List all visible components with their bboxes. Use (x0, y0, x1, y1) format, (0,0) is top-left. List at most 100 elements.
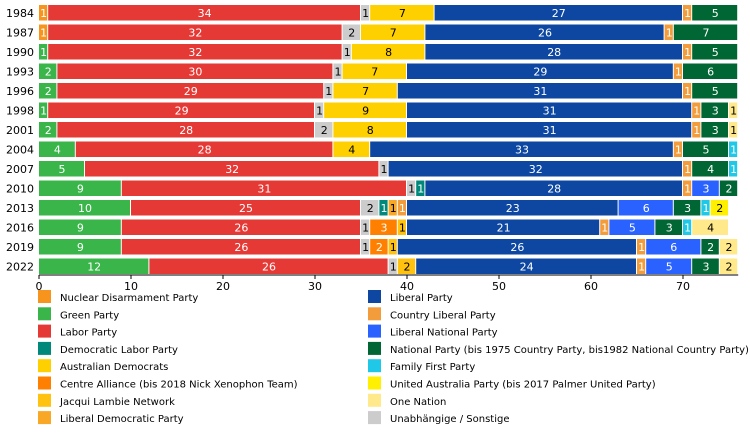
bar-segment-green-party (39, 161, 84, 177)
data-label: 31 (533, 85, 547, 98)
data-label: 5 (629, 221, 636, 234)
data-label: 8 (385, 46, 392, 59)
data-label: 4 (54, 143, 61, 156)
bar-segment-liberal-national-party (692, 180, 719, 196)
year-label: 2010 (6, 182, 34, 195)
data-label: 29 (533, 65, 547, 78)
bar-segment-national-party-bis-1975-country-party-bis1982-national-country-party (683, 141, 728, 157)
bar-segment-green-party (39, 44, 48, 60)
bar-segment-family-first-party (729, 141, 738, 157)
bar-segment-jacqui-lambie-network (397, 258, 416, 274)
data-label: 6 (643, 202, 650, 215)
year-label: 2016 (6, 221, 34, 234)
data-label: 3 (381, 221, 388, 234)
data-label: 32 (188, 46, 202, 59)
bar-segment-liberal-democratic-party (388, 200, 397, 216)
data-label: 1 (684, 7, 691, 20)
legend-swatch-liberal-national-party (368, 324, 381, 338)
x-tick-label: 0 (36, 280, 43, 293)
data-label: 1 (390, 241, 397, 254)
legend-swatch-labor-party (38, 324, 51, 338)
bar-segment-labor-party (149, 258, 388, 274)
data-label: 28 (179, 124, 193, 137)
data-label: 1 (390, 202, 397, 215)
data-label: 7 (399, 7, 406, 20)
bar-segment-national-party-bis-1975-country-party-bis1982-national-country-party (692, 161, 728, 177)
data-label: 34 (198, 7, 212, 20)
bar-segment-unabh-ngige-sonstige (407, 180, 416, 196)
bar-segment-nuclear-disarmament-party (39, 24, 48, 40)
data-label: 5 (703, 143, 710, 156)
data-label: 2 (726, 182, 733, 195)
data-label: 1 (675, 65, 682, 78)
legend-label-green-party: Green Party (60, 310, 119, 321)
data-label: 25 (239, 202, 253, 215)
data-label: 9 (77, 241, 84, 254)
bar-segment-national-party-bis-1975-country-party-bis1982-national-country-party (719, 180, 738, 196)
data-label: 1 (693, 124, 700, 137)
legend-swatch-unabh-ngige-sonstige (368, 411, 381, 425)
bar-segment-labor-party (75, 141, 333, 157)
legend-swatch-centre-alliance-bis-2018-nick-xenophon-team (38, 376, 51, 390)
bar-segment-country-liberal-party (397, 200, 406, 216)
x-tick-label: 50 (492, 280, 506, 293)
bar-segment-country-liberal-party (673, 141, 682, 157)
bar-segment-labor-party (57, 83, 324, 99)
year-label: 2022 (6, 260, 34, 273)
data-label: 2 (707, 241, 714, 254)
bar-segment-family-first-party (683, 219, 692, 235)
data-label: 28 (547, 46, 561, 59)
data-label: 2 (45, 124, 52, 137)
data-label: 1 (344, 46, 351, 59)
bar-segment-australian-democrats (333, 83, 397, 99)
bar-segment-liberal-party (434, 5, 682, 21)
bar-segment-family-first-party (729, 161, 738, 177)
bar-segment-labor-party (121, 180, 407, 196)
data-label: 21 (497, 221, 511, 234)
bar-segment-centre-alliance-bis-2018-nick-xenophon-team (370, 239, 388, 255)
data-label: 2 (716, 202, 723, 215)
bar-segment-country-liberal-party (637, 258, 646, 274)
bar-segment-liberal-party (397, 239, 636, 255)
data-label: 1 (390, 260, 397, 273)
x-tick-label: 40 (400, 280, 414, 293)
bar-segment-labor-party (85, 161, 379, 177)
bar-segment-nuclear-disarmament-party (39, 5, 48, 21)
bar-segment-liberal-party (425, 180, 682, 196)
legend-label-jacqui-lambie-network: Jacqui Lambie Network (59, 397, 175, 408)
data-label: 28 (547, 182, 561, 195)
data-label: 2 (45, 65, 52, 78)
legend-label-family-first-party: Family First Party (390, 362, 475, 373)
year-label: 1984 (6, 7, 34, 20)
bar-segment-green-party (39, 63, 57, 79)
bar-segment-australian-democrats (333, 122, 406, 138)
legend-swatch-family-first-party (368, 359, 381, 373)
data-label: 32 (225, 163, 239, 176)
year-label: 2019 (6, 241, 34, 254)
data-label: 1 (638, 260, 645, 273)
year-label: 1987 (6, 26, 34, 39)
data-label: 12 (87, 260, 101, 273)
bar-segment-one-nation (719, 239, 738, 255)
bar-segment-country-liberal-party (683, 180, 692, 196)
bar-segment-unabh-ngige-sonstige (361, 219, 370, 235)
data-label: 31 (257, 182, 271, 195)
bar-segment-national-party-bis-1975-country-party-bis1982-national-country-party (692, 44, 738, 60)
bar-segment-liberal-party (425, 24, 664, 40)
data-label: 1 (316, 104, 323, 117)
data-label: 23 (506, 202, 520, 215)
data-label: 26 (262, 260, 276, 273)
legend-swatch-national-party-bis-1975-country-party-bis1982-national-country-party (368, 341, 381, 355)
bar-segment-labor-party (57, 122, 315, 138)
bar-segment-green-party (39, 239, 121, 255)
bar-segment-australian-democrats (324, 102, 406, 118)
data-label: 1 (684, 85, 691, 98)
data-label: 9 (77, 221, 84, 234)
bar-segment-australian-democrats (333, 141, 370, 157)
data-label: 1 (325, 85, 332, 98)
data-label: 2 (321, 124, 328, 137)
bar-segment-country-liberal-party (683, 44, 692, 60)
data-label: 1 (40, 46, 47, 59)
x-tick-label: 60 (584, 280, 598, 293)
data-label: 1 (335, 65, 342, 78)
